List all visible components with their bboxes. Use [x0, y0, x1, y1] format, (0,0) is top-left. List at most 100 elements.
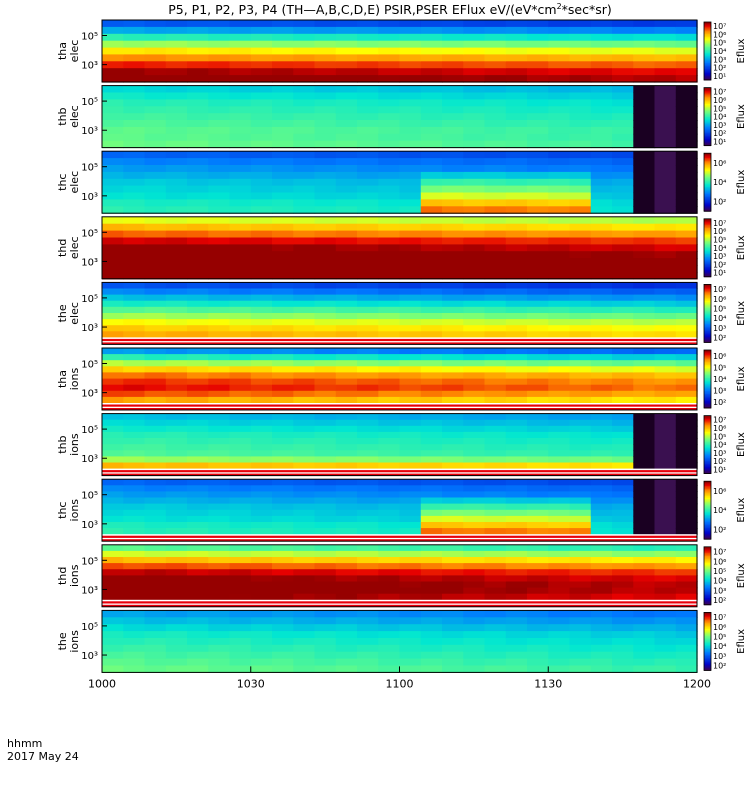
colorbar-segment [704, 201, 711, 203]
heatmap-cell [590, 54, 613, 62]
heatmap-cell [229, 651, 252, 660]
heatmap-cell [654, 223, 677, 232]
colorbar-segment [704, 35, 711, 37]
colorbar-segment [704, 255, 711, 257]
heatmap-cell [144, 171, 167, 180]
heatmap-cell [335, 413, 358, 421]
colorbar-segment [704, 94, 711, 97]
heatmap-cell [165, 624, 188, 632]
heatmap-cell [378, 331, 401, 338]
colorbar-segment [704, 303, 711, 306]
heatmap-cell [293, 282, 316, 290]
heatmap-cell [633, 390, 656, 398]
heatmap-cell [123, 419, 146, 427]
heatmap-cell [187, 354, 209, 361]
heatmap-cell [420, 120, 443, 128]
heatmap-cell [505, 120, 528, 128]
heatmap-cell [144, 378, 167, 386]
heatmap-cell [123, 258, 146, 266]
heatmap-cell [633, 192, 656, 200]
heatmap-cell [548, 581, 571, 589]
heatmap-cell [229, 185, 252, 194]
heatmap-cell [484, 230, 507, 239]
heatmap-cell [420, 384, 443, 392]
heatmap-cell [399, 331, 422, 338]
data-gap-bar [102, 535, 697, 538]
heatmap-cell [165, 651, 188, 660]
heatmap-cell [250, 216, 273, 225]
heatmap-cell [250, 20, 273, 28]
heatmap-cell [378, 509, 401, 517]
heatmap-cell [612, 26, 634, 35]
heatmap-cell [675, 557, 698, 564]
heatmap-cell [654, 294, 677, 302]
colorbar-segment [704, 246, 711, 249]
heatmap-cell [293, 354, 316, 361]
heatmap-cell [527, 509, 549, 517]
heatmap-cell [314, 563, 337, 570]
heatmap-cell [272, 390, 294, 398]
heatmap-cell [314, 550, 337, 558]
colorbar-segment [704, 559, 711, 562]
heatmap-cell [144, 75, 167, 83]
x-tick-label: 1130 [534, 677, 562, 690]
heatmap-cell [612, 206, 634, 214]
heatmap-cell [293, 491, 316, 499]
heatmap-cell [590, 99, 613, 107]
heatmap-cell [590, 617, 613, 625]
heatmap-cell [484, 75, 507, 83]
heatmap-cell [144, 581, 167, 589]
colorbar-segment [704, 61, 711, 63]
heatmap-cell [208, 425, 231, 433]
heatmap-cell [250, 450, 273, 457]
y-tick-label: 10³ [81, 520, 98, 531]
heatmap-cell [378, 271, 401, 280]
heatmap-cell [208, 431, 231, 439]
heatmap-cell [187, 223, 209, 232]
colorbar-segment [704, 174, 711, 177]
heatmap-cell [654, 444, 677, 451]
heatmap-cell [420, 61, 443, 69]
heatmap-cell [527, 230, 549, 239]
heatmap-cell [612, 593, 634, 601]
heatmap-cell [612, 569, 634, 576]
heatmap-cell [250, 497, 273, 505]
heatmap-cell [187, 47, 209, 56]
heatmap-cell [612, 40, 634, 49]
heatmap-cell [484, 497, 507, 505]
heatmap-cell [378, 251, 401, 259]
heatmap-cell [272, 158, 294, 166]
heatmap-cell [442, 462, 464, 470]
heatmap-cell [144, 550, 167, 558]
heatmap-cell [378, 230, 401, 239]
colorbar-segment [704, 287, 711, 290]
heatmap-cell [484, 610, 507, 618]
heatmap-cell [548, 456, 571, 464]
colorbar-tick-label: 10⁴ [713, 375, 726, 384]
heatmap-cell [612, 230, 634, 239]
heatmap-cell [272, 126, 294, 135]
heatmap-cell [399, 40, 422, 49]
heatmap-cell [208, 651, 231, 660]
heatmap-cell [505, 325, 528, 332]
colorbar-segment [704, 48, 711, 50]
heatmap-cell [420, 528, 443, 535]
heatmap-cell [187, 610, 209, 618]
heatmap-cell [357, 644, 379, 653]
heatmap-cell [144, 47, 167, 56]
colorbar-segment [704, 577, 711, 580]
heatmap-cell [463, 665, 486, 673]
heatmap-cell [548, 485, 571, 492]
heatmap-cell [505, 610, 528, 618]
heatmap-cell [165, 479, 188, 486]
heatmap-cell [187, 485, 209, 492]
heatmap-cell [527, 99, 549, 107]
heatmap-cell [612, 68, 634, 76]
heatmap-cell [463, 288, 486, 296]
heatmap-cell [505, 26, 528, 35]
colorbar-segment [704, 218, 711, 221]
heatmap-cell [654, 665, 677, 673]
heatmap-cell [357, 306, 379, 314]
heatmap-cell [505, 54, 528, 62]
heatmap-cell [527, 61, 549, 69]
